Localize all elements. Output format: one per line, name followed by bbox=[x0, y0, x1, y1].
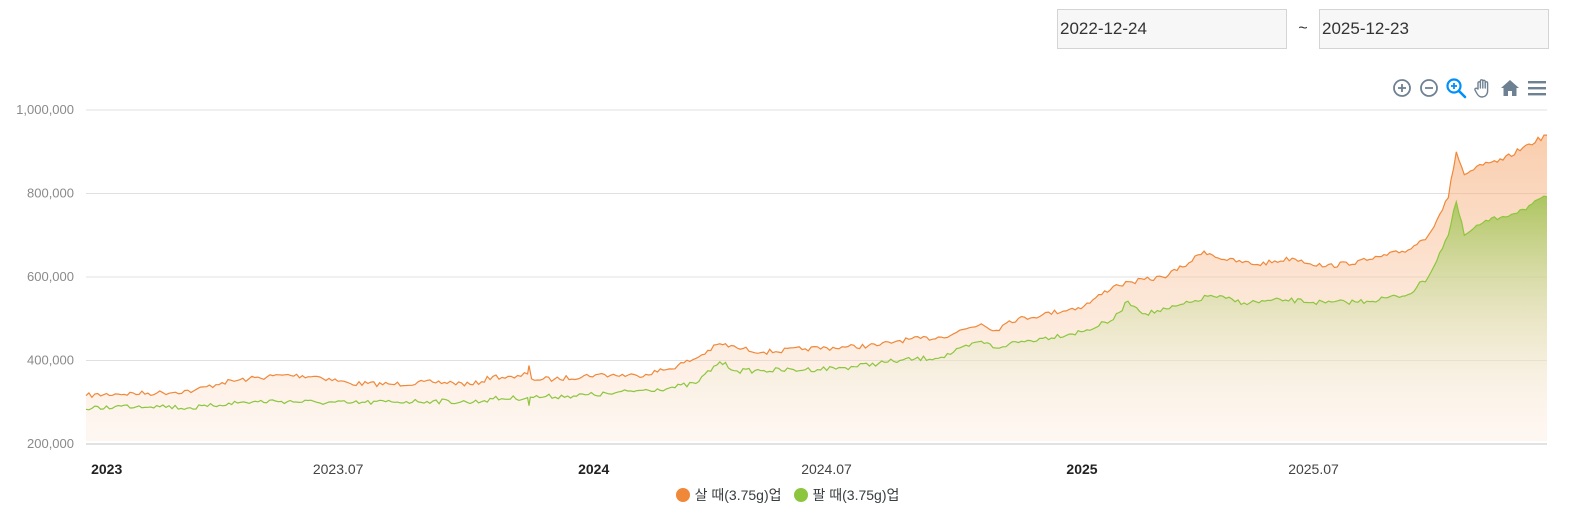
selection-zoom-icon[interactable] bbox=[1444, 77, 1467, 99]
x-tick-label: 2024 bbox=[578, 461, 609, 477]
reset-home-icon[interactable] bbox=[1498, 77, 1521, 99]
date-separator: ~ bbox=[1298, 20, 1308, 37]
legend-label-sell: 팔 때(3.75g)업 bbox=[812, 487, 900, 503]
y-tick-label: 400,000 bbox=[27, 353, 74, 368]
zoom-out-icon[interactable] bbox=[1417, 77, 1440, 99]
legend-marker-buy bbox=[675, 488, 690, 502]
x-tick-label: 2025.07 bbox=[1288, 461, 1339, 477]
legend-marker-sell bbox=[793, 488, 808, 502]
y-tick-label: 1,000,000 bbox=[16, 102, 74, 117]
pan-icon[interactable] bbox=[1471, 77, 1494, 99]
y-axis: 200,000 400,000 600,000 800,000 1,000,000 bbox=[16, 102, 74, 451]
end-date-input[interactable] bbox=[1319, 9, 1549, 49]
x-tick-label: 2023.07 bbox=[313, 461, 364, 477]
zoom-in-icon[interactable] bbox=[1390, 77, 1413, 99]
series-area-sell bbox=[86, 196, 1547, 441]
x-tick-label: 2023 bbox=[91, 461, 122, 477]
y-tick-label: 800,000 bbox=[27, 186, 74, 201]
y-tick-label: 200,000 bbox=[27, 436, 74, 451]
x-axis: 2023 2023.07 2024 2024.07 2025 2025.07 bbox=[86, 443, 1547, 477]
series-line-buy[interactable] bbox=[85, 134, 1547, 399]
date-range: ~ bbox=[1057, 9, 1549, 49]
legend-item-sell[interactable]: 팔 때(3.75g)업 bbox=[793, 485, 900, 505]
series-line-sell[interactable] bbox=[85, 195, 1548, 411]
legend-label-buy: 살 때(3.75g)업 bbox=[694, 487, 782, 503]
y-tick-label: 600,000 bbox=[27, 269, 74, 284]
chart-toolbar bbox=[1390, 77, 1552, 99]
menu-icon[interactable] bbox=[1525, 77, 1548, 99]
chart-legend: 살 때(3.75g)업 팔 때(3.75g)업 bbox=[0, 485, 1575, 505]
legend-item-buy[interactable]: 살 때(3.75g)업 bbox=[675, 485, 782, 505]
start-date-input[interactable] bbox=[1057, 9, 1287, 49]
x-tick-label: 2024.07 bbox=[801, 461, 852, 477]
x-tick-label: 2025 bbox=[1066, 461, 1097, 477]
series-areas bbox=[85, 134, 1548, 441]
